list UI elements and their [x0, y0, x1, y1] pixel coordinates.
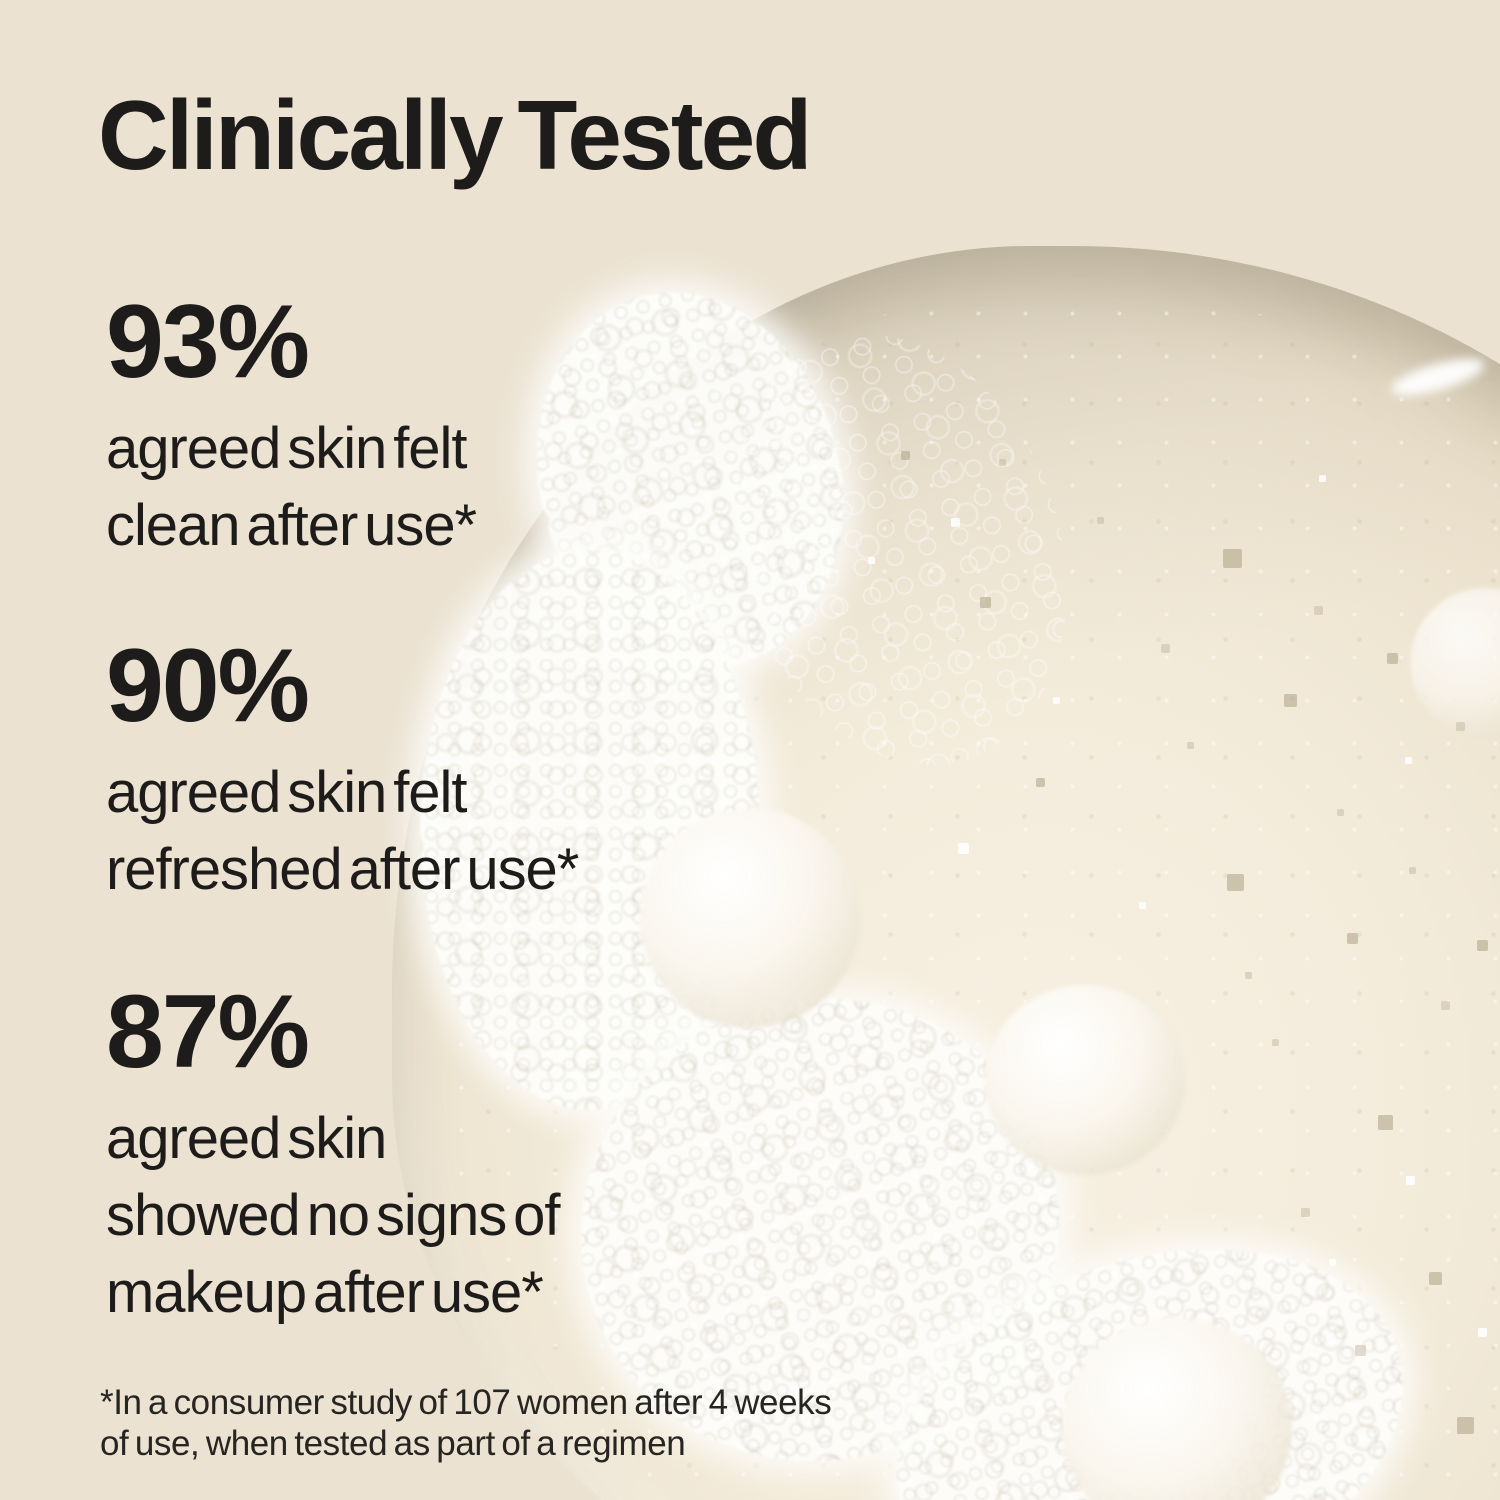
footnote-line: *In a consumer study of 107 women after …: [100, 1383, 832, 1422]
stat-description-line: showed no signs of: [106, 1183, 560, 1248]
footnote-line: of use, when tested as part of a regimen: [100, 1424, 686, 1463]
stat-value: 93%: [106, 284, 310, 400]
stat-description-line: agreed skin felt: [106, 416, 467, 481]
stat-description-line: clean after use*: [106, 493, 477, 558]
stat-description-line: refreshed after use*: [106, 837, 579, 902]
stat-description-line: makeup after use*: [106, 1260, 544, 1325]
page-title: Clinically Tested: [98, 80, 812, 190]
foam-dome: [640, 808, 860, 1028]
stat-value: 90%: [106, 628, 310, 744]
stat-value: 87%: [106, 974, 310, 1090]
stat-description-line: agreed skin felt: [106, 760, 467, 825]
stat-item-refreshed: 90% agreed skin felt refreshed after use…: [106, 628, 579, 908]
foam-dome: [985, 985, 1185, 1175]
stat-item-no-makeup: 87% agreed skin showed no signs of makeu…: [106, 974, 560, 1331]
stat-description-line: agreed skin: [106, 1106, 387, 1171]
foam-dome: [1062, 1318, 1292, 1500]
footnote: *In a consumer study of 107 women after …: [100, 1382, 832, 1464]
stat-item-clean: 93% agreed skin felt clean after use*: [106, 284, 477, 564]
